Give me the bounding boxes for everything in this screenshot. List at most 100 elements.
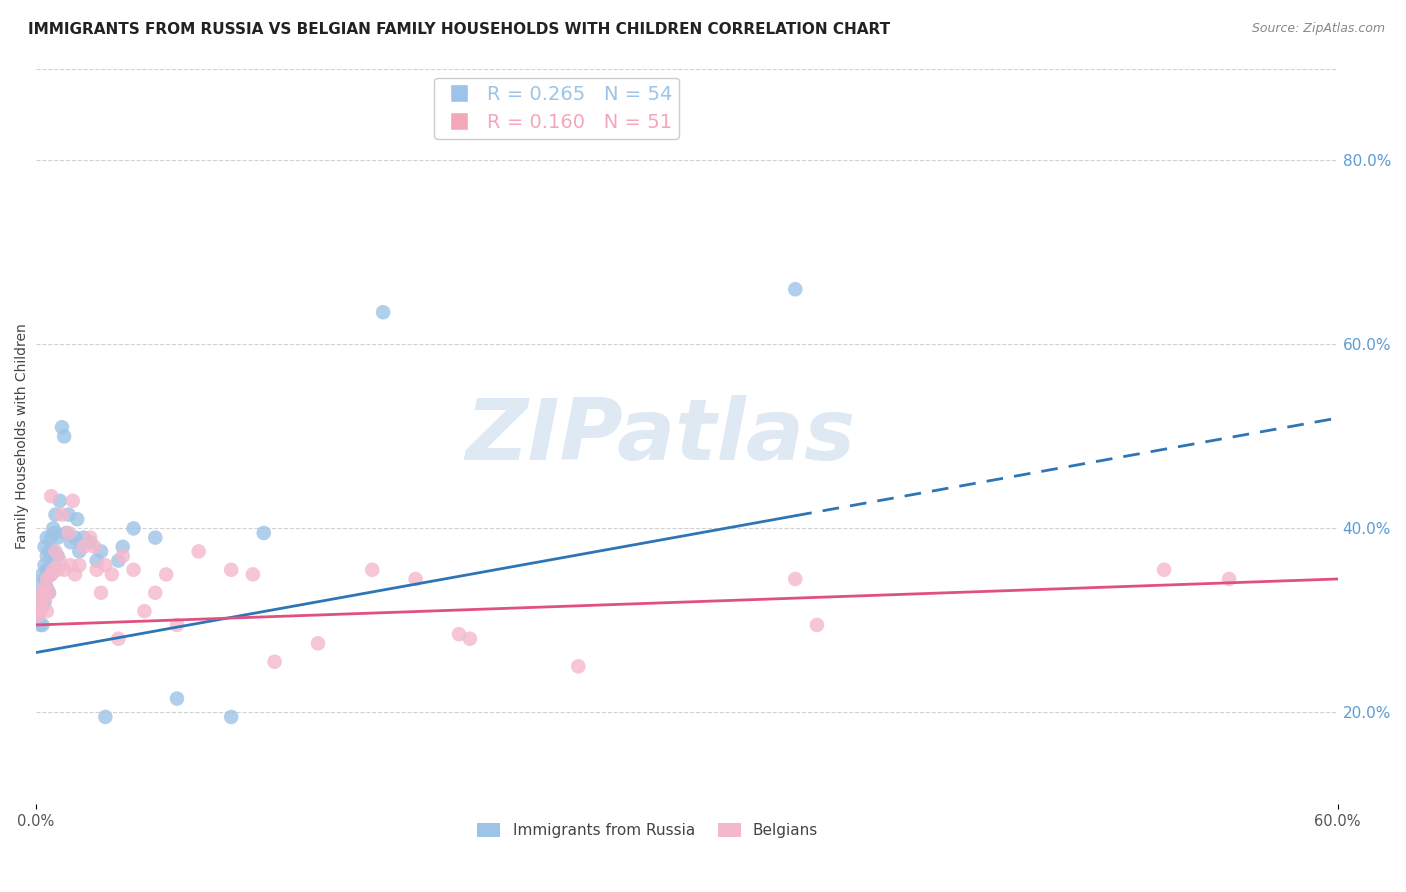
- Point: [143, 586, 166, 600]
- Point: [67, 544, 90, 558]
- Point: [51, 508, 73, 522]
- Point: [39, 489, 62, 503]
- Point: [44, 508, 66, 522]
- Point: [371, 305, 394, 319]
- Point: [567, 659, 589, 673]
- Text: Source: ZipAtlas.com: Source: ZipAtlas.com: [1251, 22, 1385, 36]
- Point: [31, 586, 53, 600]
- Point: [27, 608, 49, 623]
- Point: [44, 526, 66, 541]
- Point: [66, 512, 89, 526]
- Point: [53, 563, 76, 577]
- Point: [38, 563, 60, 577]
- Text: ZIPatlas: ZIPatlas: [465, 395, 856, 478]
- Point: [107, 553, 129, 567]
- Point: [44, 544, 66, 558]
- Point: [166, 618, 188, 632]
- Point: [86, 553, 108, 567]
- Point: [34, 595, 56, 609]
- Point: [63, 531, 86, 545]
- Point: [34, 591, 56, 605]
- Point: [134, 604, 156, 618]
- Point: [59, 558, 82, 573]
- Point: [122, 563, 145, 577]
- Point: [27, 599, 49, 614]
- Point: [219, 710, 242, 724]
- Point: [90, 544, 112, 558]
- Point: [30, 595, 52, 609]
- Point: [39, 567, 62, 582]
- Point: [35, 563, 58, 577]
- Point: [458, 632, 481, 646]
- Point: [219, 563, 242, 577]
- Point: [253, 526, 276, 541]
- Point: [79, 535, 101, 549]
- Point: [39, 531, 62, 545]
- Point: [30, 604, 52, 618]
- Point: [447, 627, 470, 641]
- Point: [34, 572, 56, 586]
- Point: [51, 420, 73, 434]
- Point: [42, 563, 65, 577]
- Point: [35, 531, 58, 545]
- Point: [30, 576, 52, 591]
- Point: [27, 608, 49, 623]
- Point: [405, 572, 427, 586]
- Point: [31, 599, 53, 614]
- Point: [46, 531, 69, 545]
- Point: [30, 618, 52, 632]
- Point: [86, 563, 108, 577]
- Point: [34, 558, 56, 573]
- Y-axis label: Family Households with Children: Family Households with Children: [15, 324, 30, 549]
- Point: [30, 604, 52, 618]
- Point: [34, 581, 56, 595]
- Point: [111, 540, 134, 554]
- Point: [166, 691, 188, 706]
- Point: [101, 567, 124, 582]
- Point: [73, 540, 96, 554]
- Point: [38, 586, 60, 600]
- Point: [38, 544, 60, 558]
- Point: [31, 618, 53, 632]
- Point: [35, 581, 58, 595]
- Point: [1153, 563, 1175, 577]
- Point: [111, 549, 134, 563]
- Point: [307, 636, 329, 650]
- Point: [46, 563, 69, 577]
- Point: [58, 508, 80, 522]
- Point: [31, 599, 53, 614]
- Point: [187, 544, 209, 558]
- Point: [38, 586, 60, 600]
- Point: [35, 572, 58, 586]
- Point: [1218, 572, 1240, 586]
- Point: [59, 535, 82, 549]
- Point: [806, 618, 828, 632]
- Point: [55, 526, 77, 541]
- Point: [31, 567, 53, 582]
- Point: [785, 282, 807, 296]
- Point: [79, 531, 101, 545]
- Point: [35, 549, 58, 563]
- Point: [49, 553, 72, 567]
- Point: [155, 567, 177, 582]
- Point: [107, 632, 129, 646]
- Point: [94, 710, 117, 724]
- Point: [361, 563, 384, 577]
- Point: [58, 526, 80, 541]
- Point: [35, 604, 58, 618]
- Point: [67, 558, 90, 573]
- Point: [785, 572, 807, 586]
- Point: [42, 521, 65, 535]
- Legend: Immigrants from Russia, Belgians: Immigrants from Russia, Belgians: [471, 817, 824, 845]
- Point: [53, 429, 76, 443]
- Point: [31, 586, 53, 600]
- Point: [62, 493, 84, 508]
- Point: [63, 567, 86, 582]
- Point: [30, 591, 52, 605]
- Point: [34, 540, 56, 554]
- Point: [83, 540, 105, 554]
- Point: [94, 558, 117, 573]
- Point: [39, 567, 62, 582]
- Point: [42, 544, 65, 558]
- Point: [39, 549, 62, 563]
